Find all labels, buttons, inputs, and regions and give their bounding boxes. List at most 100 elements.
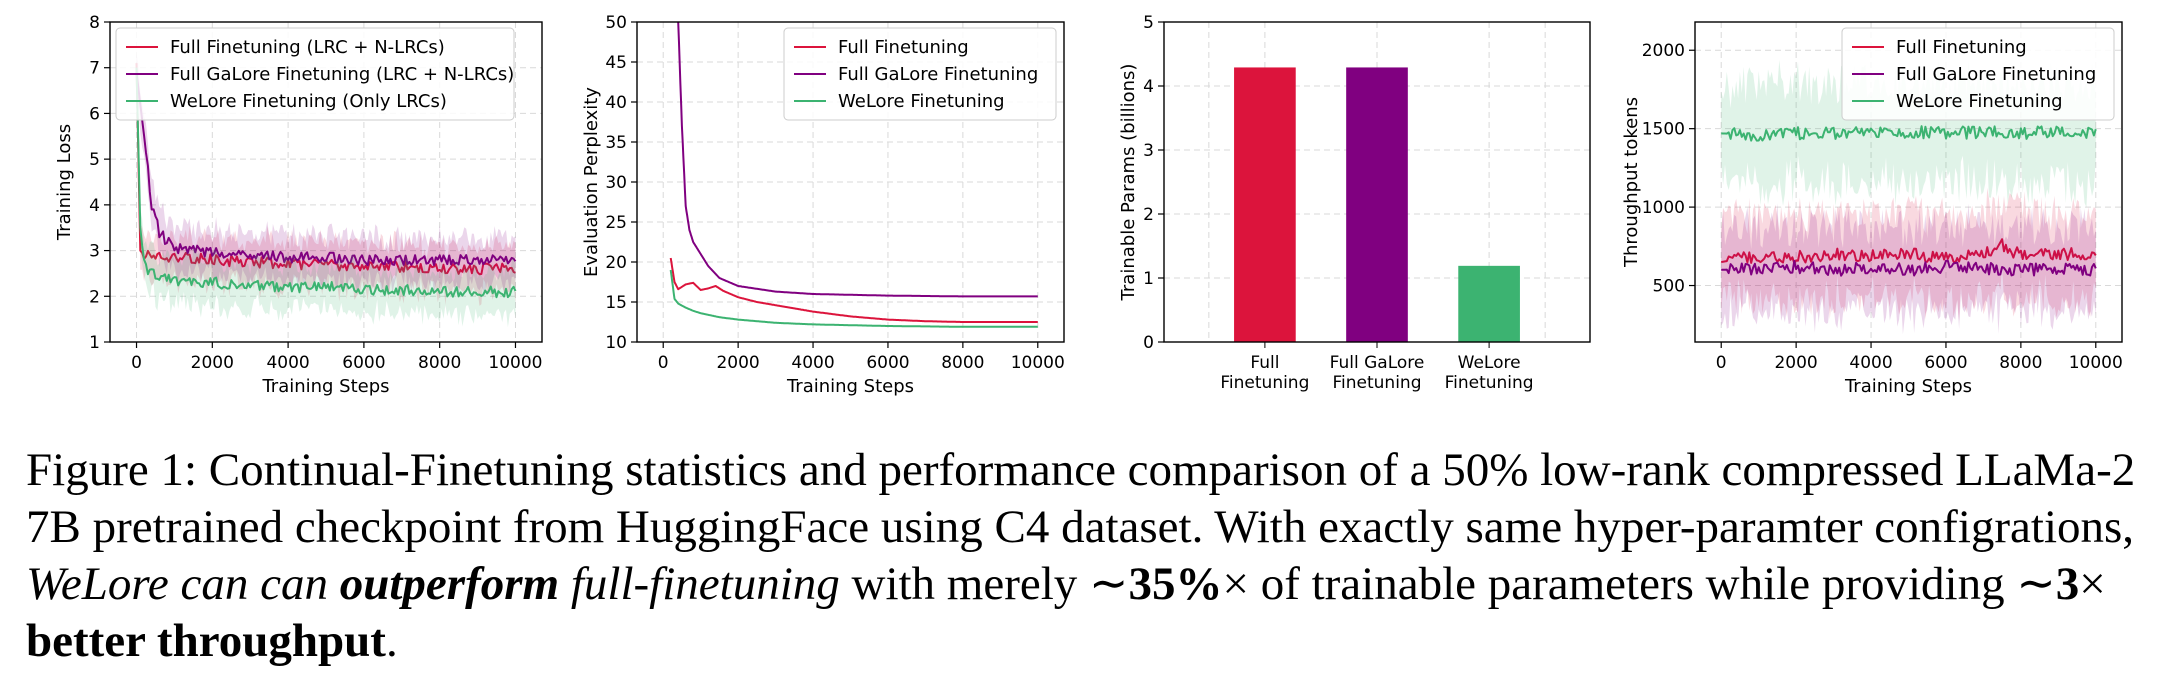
series-line — [135, 67, 517, 299]
x-tick-label: 4000 — [1849, 353, 1892, 373]
series-line — [1721, 259, 2097, 277]
caption-text-4: × — [2079, 558, 2106, 610]
x-tick-label: 2000 — [191, 353, 234, 373]
y-tick-label: 1 — [1143, 269, 1154, 289]
x-tick-label: 0 — [131, 353, 142, 373]
x-tick-label: 6000 — [866, 353, 909, 373]
y-tick-label: 1 — [89, 333, 100, 353]
y-tick-label: 4 — [1143, 77, 1154, 97]
x-tick-label: 8000 — [418, 353, 461, 373]
legend: Full Finetuning (LRC + N-LRCs) Full GaLor… — [115, 27, 515, 121]
legend-label: Full GaLore Finetuning (LRC + N-LRCs) — [170, 64, 514, 85]
y-tick-label: 10 — [605, 333, 627, 353]
series-band — [136, 45, 516, 306]
axes-frame — [1694, 21, 2123, 343]
x-axis-title: Training Steps — [786, 376, 914, 397]
y-tick-label: 35 — [605, 133, 627, 153]
series-line — [135, 72, 517, 267]
caption-bold-3: better throughput — [26, 615, 386, 667]
y-tick-label: 40 — [605, 93, 627, 113]
bar — [1458, 265, 1520, 342]
x-axis-title: Training Steps — [261, 376, 389, 397]
caption-bold-italic: outperform — [339, 558, 560, 610]
series-line — [669, 269, 1038, 328]
y-tick-label: 15 — [605, 293, 627, 313]
x-tick-label: 10000 — [488, 353, 542, 373]
series-line — [1721, 238, 2097, 265]
category-label: WeLore — [1458, 353, 1521, 373]
y-tick-label: 30 — [605, 173, 627, 193]
axes-frame — [109, 21, 543, 343]
x-tick-label: 6000 — [342, 353, 385, 373]
y-axis-title: Throughput tokens — [1621, 97, 1642, 268]
y-tick-label: 8 — [89, 13, 100, 33]
y-tick-label: 1500 — [1642, 120, 1685, 140]
y-tick-label: 3 — [89, 242, 100, 262]
y-tick-label: 50 — [605, 13, 627, 33]
x-tick-label: 2000 — [716, 353, 759, 373]
panel-4: 500 1000 1500 2000 0 2000 4000 6000 8000 10000 Tra… — [1621, 21, 2123, 397]
caption-text-3: × of trainable parameters while providin… — [1222, 558, 2056, 610]
caption-bold-1: 35% — [1128, 558, 1223, 610]
x-tick-label: 4000 — [266, 353, 309, 373]
plot-area — [135, 45, 517, 328]
plot-area — [669, 22, 1038, 328]
y-tick-label: 7 — [89, 59, 100, 79]
x-tick-label: 0 — [1716, 353, 1727, 373]
legend-label: Full GaLore Finetuning — [1896, 64, 2096, 85]
x-tick-label: 6000 — [1924, 353, 1967, 373]
category-label: Full GaLore — [1330, 353, 1425, 373]
bar — [1346, 67, 1408, 342]
y-tick-label: 3 — [1143, 141, 1154, 161]
x-tick-label: 0 — [658, 353, 669, 373]
legend-box — [783, 27, 1057, 121]
legend-label: Full Finetuning — [1896, 37, 2027, 58]
x-tick-label: 4000 — [791, 353, 834, 373]
x-tick-label: 8000 — [1999, 353, 2042, 373]
category-label: Full — [1250, 353, 1279, 373]
figure-caption: Figure 1: Continual-Finetuning statistic… — [26, 442, 2166, 670]
caption-text-5: . — [385, 615, 398, 667]
y-axis-title: Training Loss — [54, 124, 75, 241]
category-label: Finetuning — [1445, 373, 1534, 393]
legend-label: WeLore Finetuning (Only LRCs) — [170, 91, 447, 112]
y-tick-label: 2 — [89, 287, 100, 307]
y-tick-label: 6 — [89, 104, 100, 124]
category-label: Finetuning — [1332, 373, 1421, 393]
panel-1: 1 2 3 4 5 6 7 8 0 2000 4000 6000 8000 10000 Training S… — [54, 13, 543, 397]
legend-label: Full GaLore Finetuning — [838, 64, 1038, 85]
y-tick-label: 5 — [89, 150, 100, 170]
y-tick-label: 25 — [605, 213, 627, 233]
bar — [1234, 67, 1296, 342]
y-tick-label: 500 — [1653, 277, 1685, 297]
caption-bold-2: 3 — [2055, 558, 2080, 610]
y-tick-label: 1000 — [1642, 198, 1685, 218]
panel-2: 10 15 20 25 30 35 40 45 50 0 2000 4000 6000 8000 10000… — [581, 13, 1065, 397]
caption-text-1: Figure 1: Continual-Finetuning statistic… — [26, 444, 2136, 553]
legend: Full Finetuning Full GaLore Finetuning WeL… — [783, 27, 1057, 121]
x-tick-label: 8000 — [941, 353, 984, 373]
y-axis-title: Trainable Params (billions) — [1118, 64, 1139, 302]
legend-box — [115, 27, 515, 121]
series-band — [136, 54, 516, 296]
category-label: Finetuning — [1220, 373, 1309, 393]
series-line — [1721, 125, 2097, 142]
y-tick-label: 5 — [1143, 13, 1154, 33]
plot-area — [1721, 59, 2097, 335]
y-axis-title: Evaluation Perplexity — [581, 87, 602, 277]
legend: Full Finetuning Full GaLore Finetuning WeL… — [1841, 27, 2115, 121]
x-tick-label: 10000 — [2069, 353, 2123, 373]
x-axis-title: Training Steps — [1844, 376, 1972, 397]
y-tick-label: 2000 — [1642, 41, 1685, 61]
series-line — [669, 257, 1038, 323]
caption-italic-2: full-finetuning — [559, 558, 840, 610]
y-tick-label: 4 — [89, 196, 100, 216]
y-tick-label: 0 — [1143, 333, 1154, 353]
legend-box — [1841, 27, 2115, 121]
caption-italic-1: WeLore can can — [26, 558, 340, 610]
y-tick-label: 45 — [605, 53, 627, 73]
x-tick-label: 2000 — [1774, 353, 1817, 373]
legend-label: Full Finetuning — [838, 37, 969, 58]
